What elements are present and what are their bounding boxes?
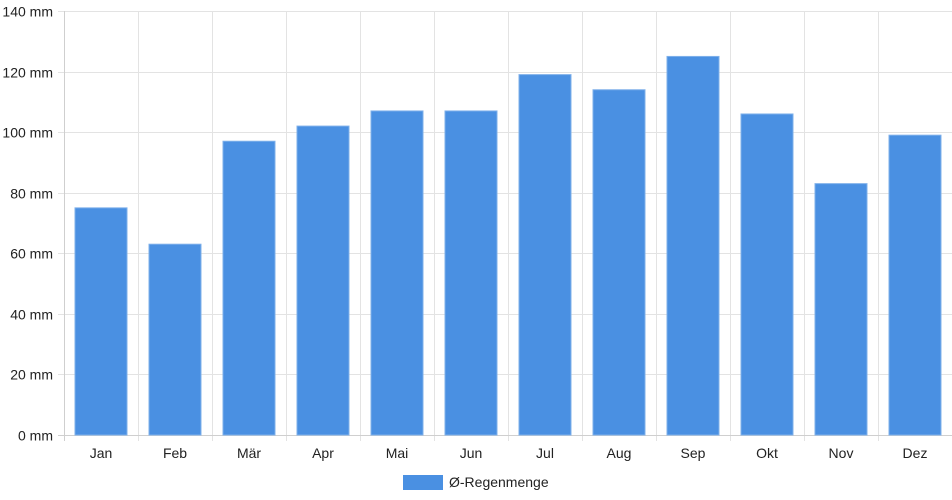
y-axis-tick-labels: 0 mm 20 mm 40 mm 60 mm 80 mm 100 mm 120 mm 140 … — [2, 4, 53, 444]
bar-aug[interactable] — [592, 89, 646, 436]
grid-lines — [58, 11, 952, 441]
legend[interactable]: Ø-Regenmenge — [403, 474, 549, 490]
y-tick-label: 0 mm — [18, 428, 53, 444]
y-tick-label: 120 mm — [2, 65, 53, 81]
y-tick-label: 60 mm — [10, 246, 53, 262]
legend-swatch — [403, 475, 443, 490]
x-tick-label: Jun — [460, 445, 483, 461]
bar-mär[interactable] — [222, 140, 276, 436]
bar-apr[interactable] — [296, 125, 350, 436]
y-tick-label: 20 mm — [10, 367, 53, 383]
y-tick-label: 100 mm — [2, 125, 53, 141]
x-tick-label: Jan — [90, 445, 113, 461]
x-tick-label: Nov — [829, 445, 854, 461]
bar-sep[interactable] — [666, 55, 720, 436]
legend-label: Ø-Regenmenge — [449, 474, 549, 490]
bar-okt[interactable] — [740, 113, 794, 436]
bar-jul[interactable] — [518, 74, 572, 436]
bar-jan[interactable] — [74, 207, 128, 436]
bar-nov[interactable] — [814, 183, 868, 436]
x-tick-label: Okt — [756, 445, 778, 461]
bar-dez[interactable] — [888, 134, 942, 436]
bar-jun[interactable] — [444, 110, 498, 436]
y-tick-label: 40 mm — [10, 307, 53, 323]
x-tick-label: Mai — [386, 445, 409, 461]
x-tick-label: Feb — [163, 445, 187, 461]
bar-series — [74, 55, 942, 436]
x-tick-label: Apr — [312, 445, 334, 461]
x-tick-label: Dez — [903, 445, 928, 461]
x-tick-label: Jul — [536, 445, 554, 461]
bar-mai[interactable] — [370, 110, 424, 436]
y-tick-label: 80 mm — [10, 186, 53, 202]
bar-feb[interactable] — [148, 243, 202, 436]
axes — [58, 11, 952, 441]
y-tick-label: 140 mm — [2, 4, 53, 20]
x-tick-label: Mär — [237, 445, 261, 461]
x-tick-label: Aug — [607, 445, 632, 461]
x-axis-tick-labels: Jan Feb Mär Apr Mai Jun Jul Aug Sep Okt Nov Dez — [90, 445, 928, 461]
x-tick-label: Sep — [681, 445, 706, 461]
